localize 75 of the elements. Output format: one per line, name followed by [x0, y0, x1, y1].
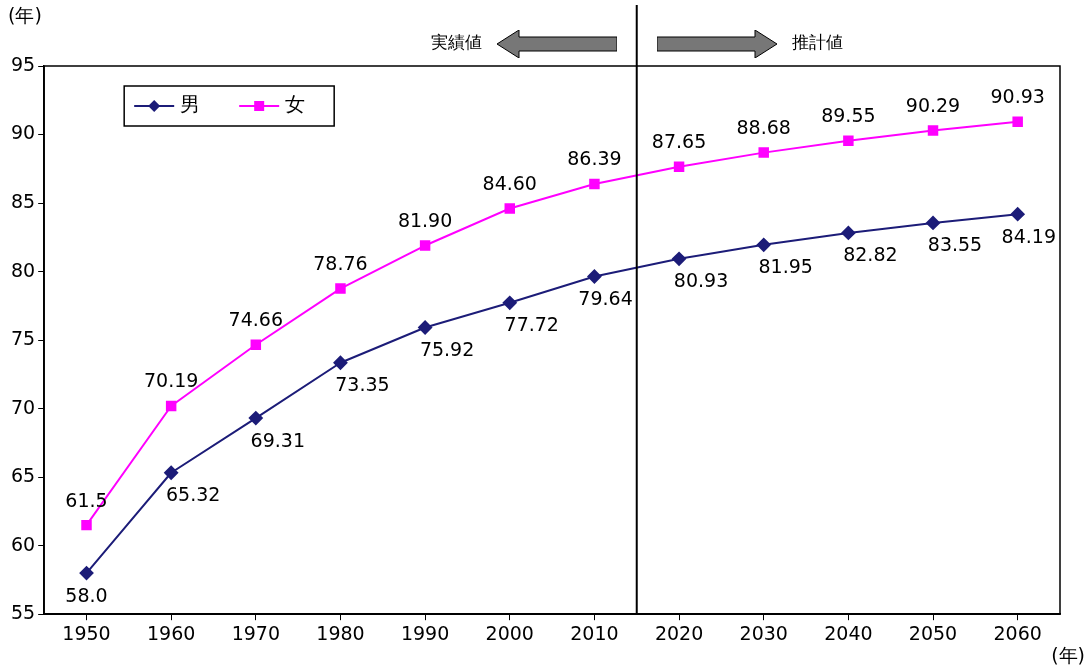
y-tick-label: 90 — [10, 121, 36, 144]
data-label: 88.68 — [736, 116, 791, 139]
point — [841, 225, 856, 240]
y-tick-label: 55 — [10, 601, 36, 624]
point — [672, 251, 687, 266]
data-label: 73.35 — [335, 373, 390, 396]
x-tick-label: 1990 — [400, 621, 450, 644]
y-tick-label: 80 — [10, 258, 36, 281]
point — [502, 295, 517, 310]
data-label: 70.19 — [143, 369, 199, 392]
data-label: 61.5 — [65, 488, 108, 511]
x-tick-label: 2060 — [993, 621, 1042, 644]
point — [589, 178, 600, 190]
x-tick-label: 1960 — [146, 621, 196, 644]
y-tick-label: 60 — [10, 532, 36, 555]
data-label: 90.29 — [905, 93, 961, 116]
y-axis-title: (年) — [8, 4, 42, 27]
data-label: 77.72 — [504, 313, 559, 336]
point — [164, 465, 179, 480]
point — [758, 147, 769, 158]
point — [248, 411, 263, 426]
point — [418, 320, 433, 335]
point — [79, 566, 94, 581]
point — [335, 283, 346, 294]
point — [504, 203, 516, 214]
point — [1010, 207, 1025, 222]
data-label: 84.60 — [482, 171, 537, 194]
x-tick-label: 2000 — [485, 621, 534, 644]
data-label: 79.64 — [578, 286, 633, 309]
x-tick-label: 2030 — [739, 621, 788, 644]
y-tick-label: 75 — [10, 327, 36, 350]
x-tick-label: 2010 — [570, 621, 619, 644]
point — [1012, 116, 1023, 128]
data-label: 83.55 — [927, 233, 983, 256]
point — [165, 400, 177, 412]
y-tick-label: 65 — [10, 464, 36, 487]
data-label: 80.93 — [673, 269, 729, 292]
data-label: 78.76 — [313, 252, 368, 275]
legend-label: 女 — [285, 92, 306, 117]
data-label: 69.31 — [250, 428, 306, 451]
legend-label: 男 — [180, 92, 201, 117]
x-tick-label: 2020 — [654, 621, 704, 644]
point — [250, 339, 262, 350]
x-axis-title: (年) — [1051, 644, 1085, 667]
data-label: 81.90 — [397, 208, 453, 231]
x-tick-label: 2040 — [824, 621, 873, 644]
point — [926, 215, 941, 230]
point — [843, 135, 854, 146]
y-tick-label: 85 — [10, 189, 36, 212]
x-tick-label: 2050 — [908, 621, 958, 644]
point — [333, 355, 348, 370]
data-label: 65.32 — [165, 483, 221, 506]
point — [927, 125, 939, 136]
point — [673, 161, 685, 172]
point — [419, 240, 431, 251]
y-tick-label: 95 — [10, 52, 36, 75]
data-label: 58.0 — [65, 583, 108, 606]
y-tick-label: 70 — [10, 395, 36, 418]
text: 実績値 — [430, 32, 482, 53]
x-tick-label: 1950 — [62, 621, 111, 644]
data-label: 81.95 — [758, 255, 813, 278]
data-label: 75.92 — [419, 337, 475, 360]
data-label: 86.39 — [567, 147, 622, 170]
x-tick-label: 1970 — [231, 621, 280, 644]
point — [756, 237, 771, 252]
point — [81, 519, 92, 531]
x-tick-label: 1980 — [316, 621, 365, 644]
data-label: 84.19 — [1001, 224, 1057, 247]
data-label: 90.93 — [990, 85, 1045, 108]
point — [587, 269, 602, 284]
data-label: 74.66 — [228, 308, 284, 331]
data-label: 82.82 — [843, 243, 898, 266]
text: 推計値 — [791, 32, 843, 53]
data-label: 89.55 — [821, 104, 876, 127]
data-label: 87.65 — [651, 130, 707, 153]
